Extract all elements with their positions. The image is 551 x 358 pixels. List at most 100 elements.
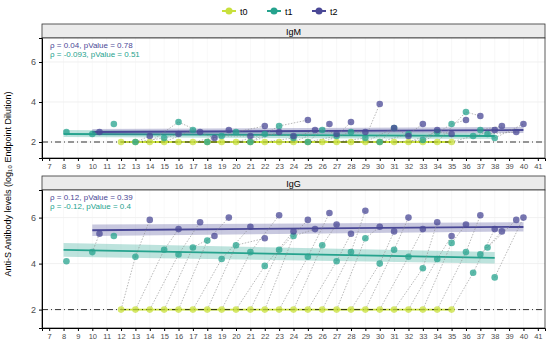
point [218, 306, 225, 313]
point [96, 129, 103, 136]
tick: 33 [419, 328, 427, 341]
tick-mark [193, 158, 194, 161]
point [89, 131, 96, 138]
tick-mark [509, 158, 510, 161]
tick-mark [250, 328, 251, 331]
point [247, 139, 254, 146]
tick-label: 31 [390, 162, 398, 171]
tick: 37 [477, 158, 485, 171]
confidence-band [64, 243, 495, 264]
panel: IgG2467891011121314151617181920212223242… [31, 176, 546, 341]
tick: 14 [146, 328, 154, 341]
panel-title: IgG [286, 179, 301, 189]
tick-label: 19 [218, 332, 226, 341]
point [146, 139, 153, 146]
tick: 2 [31, 305, 42, 315]
plot-frame [42, 190, 545, 328]
tick-label: 20 [232, 162, 240, 171]
point [233, 242, 240, 249]
marks [42, 101, 545, 146]
point [420, 121, 427, 128]
tick-label: 40 [520, 162, 528, 171]
point [261, 123, 268, 130]
grid-line [537, 190, 538, 328]
point [405, 214, 412, 221]
subject-link [394, 268, 423, 309]
legend-marker [316, 8, 323, 15]
tick: 7 [48, 158, 52, 171]
subject-link [193, 259, 222, 310]
y-axis: 246 [31, 39, 43, 159]
tick: 27 [333, 328, 341, 341]
tick-mark [250, 158, 251, 161]
point [261, 139, 268, 146]
tick-label: 13 [132, 332, 140, 341]
tick: 22 [261, 158, 269, 171]
subject-link [351, 264, 380, 310]
point [276, 123, 283, 130]
tick-mark [39, 218, 42, 219]
tick-label: 10 [89, 162, 97, 171]
tick-mark [495, 158, 496, 161]
tick-label: 12 [117, 162, 125, 171]
point [491, 274, 498, 281]
point [261, 131, 268, 138]
point [348, 230, 355, 237]
tick: 16 [175, 328, 183, 341]
confidence-band [92, 222, 523, 236]
point [520, 121, 527, 128]
point [333, 139, 340, 146]
tick: 8 [62, 328, 66, 341]
legend-item: t2 [312, 7, 338, 17]
tick-label: 16 [175, 162, 183, 171]
tick-label: 22 [261, 332, 269, 341]
legend-label: t0 [240, 7, 248, 17]
tick: 19 [218, 328, 226, 341]
axis-line [43, 329, 546, 332]
point [448, 131, 455, 138]
point [190, 244, 197, 251]
subject-link [222, 252, 251, 310]
point [491, 226, 498, 233]
tick: 34 [434, 328, 442, 341]
tick-mark [480, 158, 481, 161]
point [319, 242, 326, 249]
tick: 38 [491, 328, 499, 341]
tick-mark [236, 158, 237, 161]
point [448, 233, 455, 240]
point [348, 129, 355, 136]
tick-mark [437, 328, 438, 331]
point [348, 306, 355, 313]
point [463, 249, 470, 256]
subject-link [150, 254, 179, 309]
point [204, 237, 211, 244]
point [434, 219, 441, 226]
subject-link [437, 112, 466, 142]
subject-link [265, 231, 294, 266]
point [520, 214, 527, 221]
point [175, 306, 182, 313]
tick-label: 38 [491, 332, 499, 341]
tick: 11 [103, 158, 111, 171]
tick-mark [150, 158, 151, 161]
tick: 39 [505, 158, 513, 171]
tick-label: 24 [290, 162, 298, 171]
tick-mark [337, 328, 338, 331]
subject-link [437, 236, 451, 259]
point [391, 306, 398, 313]
grid-line [537, 38, 538, 158]
tick-label: 2 [31, 137, 36, 147]
subject-link [466, 215, 480, 252]
point [118, 139, 125, 146]
point [376, 101, 383, 108]
confidence-band [92, 127, 523, 135]
subject-link [279, 220, 308, 250]
tick: 13 [132, 158, 140, 171]
tick-label: 25 [304, 162, 312, 171]
tick: 26 [319, 328, 327, 341]
tick: 22 [261, 328, 269, 341]
tick-label: 30 [376, 162, 384, 171]
tick: 40 [520, 328, 528, 341]
tick-mark [222, 158, 223, 161]
tick-label: 39 [505, 332, 513, 341]
